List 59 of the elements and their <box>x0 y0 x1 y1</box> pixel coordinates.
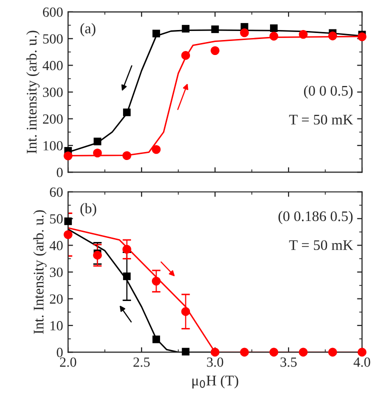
point <box>122 244 132 254</box>
y-tick-label: 40 <box>50 240 63 250</box>
point <box>298 30 308 39</box>
x-tick-label: 3.0 <box>207 357 224 367</box>
y-tick-label: 0 <box>56 348 63 358</box>
point <box>210 348 220 357</box>
x-tick-label: 4.0 <box>354 357 370 367</box>
y-tick-label: 0 <box>56 168 63 178</box>
point <box>182 24 190 33</box>
point <box>240 28 249 38</box>
x-axis-title: μ$_{0}$H (T) <box>192 375 238 388</box>
y-tick-label: 600 <box>42 7 63 17</box>
annotation: (a) <box>80 23 96 36</box>
point <box>64 152 72 160</box>
x-tick-label: 3.5 <box>280 357 297 367</box>
point <box>152 276 161 286</box>
point <box>152 336 160 344</box>
point <box>358 32 366 42</box>
point <box>182 348 190 356</box>
point <box>181 307 190 316</box>
point <box>181 51 190 60</box>
point <box>64 230 72 240</box>
point <box>123 272 131 280</box>
x-tick-label: 2.0 <box>60 357 76 367</box>
point <box>269 32 278 41</box>
point <box>210 46 220 56</box>
x-tick-label: 2.5 <box>133 357 150 367</box>
point <box>152 145 161 154</box>
point <box>64 217 72 226</box>
y-axis-title: Int. Intensity (arb. u.) <box>33 210 47 334</box>
point <box>240 348 249 357</box>
point <box>328 348 338 357</box>
y-axis-title: Int. intensity (arb. u.) <box>26 30 40 154</box>
y-tick-label: 100 <box>44 141 63 150</box>
point <box>93 250 102 260</box>
point <box>270 24 278 32</box>
point <box>211 25 219 34</box>
annotation: T = 50 mK <box>289 114 354 125</box>
point <box>93 148 102 158</box>
point <box>328 32 338 40</box>
y-tick-label: 500 <box>43 34 63 44</box>
annotation: T = 50 mK <box>289 240 354 250</box>
y-tick-label: 20 <box>50 294 63 304</box>
y-tick-label: 50 <box>50 214 63 224</box>
y-tick-label: 30 <box>50 268 63 277</box>
point <box>94 138 102 146</box>
y-tick-label: 10 <box>50 321 63 330</box>
point <box>122 151 132 160</box>
point <box>152 30 160 38</box>
y-tick-label: 300 <box>43 88 63 97</box>
y-tick-label: 400 <box>42 60 63 70</box>
point <box>123 108 131 116</box>
annotation: (0 0 0.5) <box>304 85 353 99</box>
y-tick-label: 60 <box>50 187 63 197</box>
annotation: (b) <box>80 203 96 216</box>
point <box>269 348 278 357</box>
y-tick-label: 200 <box>42 114 63 124</box>
point <box>298 348 308 357</box>
annotation: (0 0.186 0.5) <box>278 210 353 224</box>
